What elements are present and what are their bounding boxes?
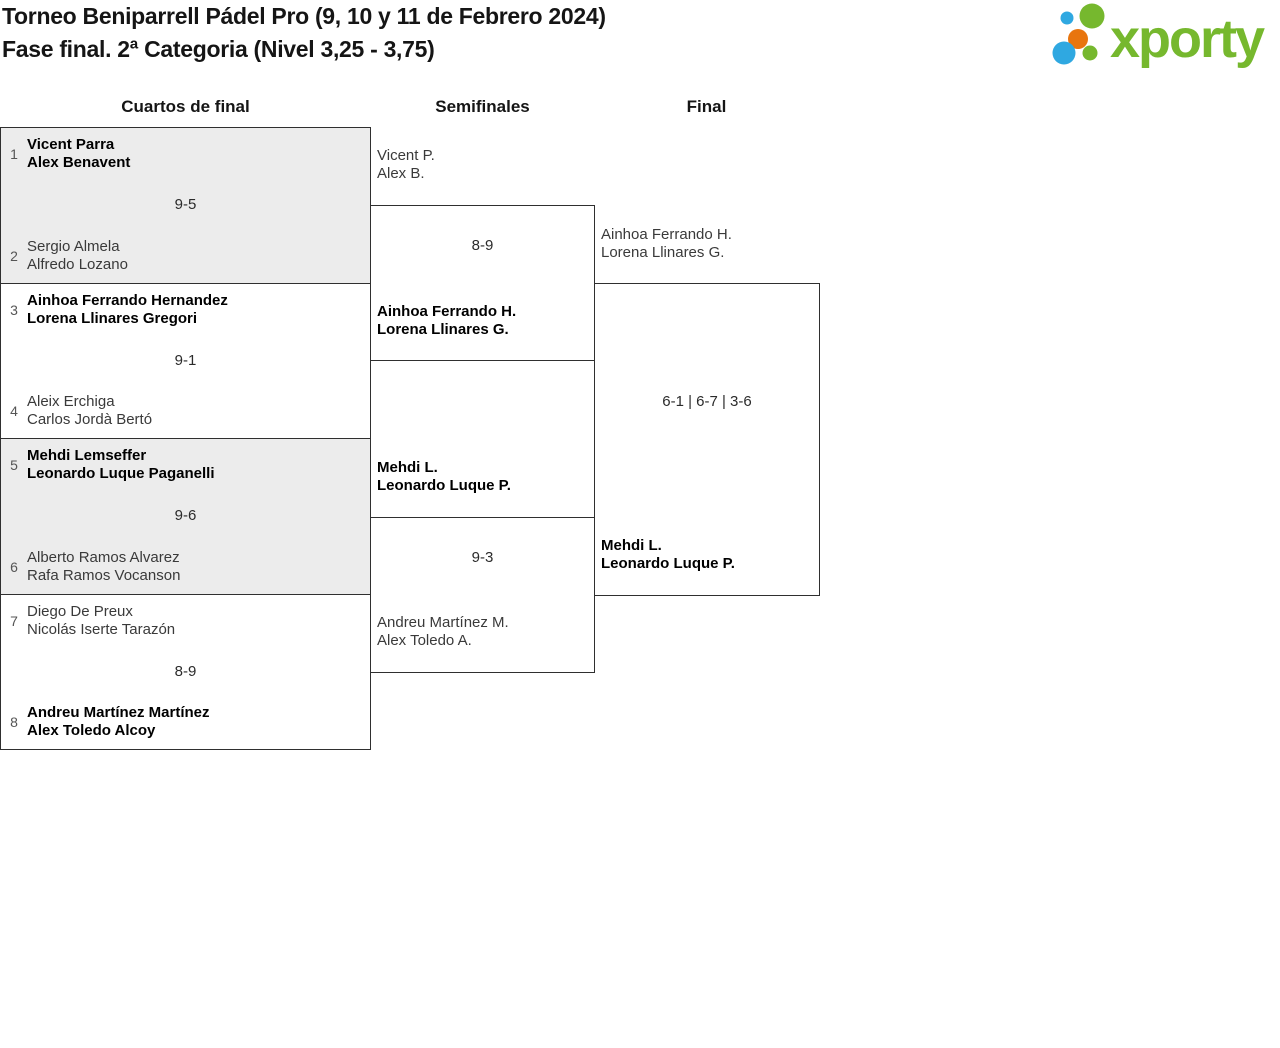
seed-number: 4 [10, 403, 18, 419]
player-name: Alex Toledo A. [377, 632, 472, 649]
player-name: Alex Toledo Alcoy [27, 722, 156, 739]
player-name: Carlos Jordà Bertó [27, 411, 153, 428]
seed-number: 2 [10, 247, 18, 264]
team-names: Alberto Ramos Alvarez Rafa Ramos Vocanso… [27, 549, 180, 585]
player-name: Ainhoa Ferrando Hernandez [27, 291, 228, 309]
team-row: 2 Sergio Almela Alfredo Lozano [1, 238, 370, 274]
player-name: Ainhoa Ferrando H. [377, 303, 517, 320]
player-name: Vicent P. [377, 147, 435, 164]
match-score: 9-5 [174, 196, 197, 214]
seed-number: 8 [10, 714, 18, 730]
player-name: Leonardo Luque Paganelli [27, 465, 215, 482]
player-name: Andreu Martínez M. [377, 614, 509, 631]
match-score: 8-9 [471, 237, 494, 254]
column-header-cuartos-de-final: Cuartos de final [121, 97, 250, 116]
xporty-logo-dots-icon [1052, 3, 1105, 65]
player-name: Mehdi Lemseffer [27, 447, 147, 464]
qf-match-3: 5 Mehdi Lemseffer Leonardo Luque Paganel… [1, 439, 370, 595]
player-name: Leonardo Luque P. [601, 555, 735, 572]
xporty-logo[interactable]: xporty [1048, 2, 1265, 69]
player-name: Lorena Llinares G. [601, 244, 725, 261]
match-score: 8-9 [174, 662, 197, 680]
seed-number: 6 [10, 558, 18, 575]
column-header-final: Final [686, 97, 727, 116]
team-names: Andreu Martínez Martínez Alex Toledo Alc… [27, 704, 210, 740]
team-row: 4 Aleix Erchiga Carlos Jordà Bertó [1, 393, 370, 429]
team-row: 5 Mehdi Lemseffer Leonardo Luque Paganel… [1, 447, 370, 483]
team-names: Andreu Martínez M. Alex Toledo A. [377, 614, 509, 650]
team-names: Ainhoa Ferrando Hernandez Lorena Llinare… [27, 292, 228, 328]
player-name: Lorena Llinares Gregori [27, 309, 198, 327]
team-names: Diego De Preux Nicolás Iserte Tarazón [27, 603, 175, 639]
seed-number: 1 [10, 146, 18, 162]
player-name: Alberto Ramos Alvarez [27, 548, 180, 566]
qf-match-2: 3 Ainhoa Ferrando Hernandez Lorena Llina… [1, 283, 370, 439]
player-name: Lorena Llinares G. [377, 321, 509, 338]
player-name: Ainhoa Ferrando H. [601, 226, 732, 243]
final-match-box [594, 283, 820, 596]
player-name: Mehdi L. [601, 537, 662, 554]
qf-match-1: 1 Vicent Parra Alex Benavent 9-5 2 Sergi… [1, 128, 370, 284]
team-row: 6 Alberto Ramos Alvarez Rafa Ramos Vocan… [1, 549, 370, 585]
column-header-semifinales: Semifinales [435, 97, 530, 116]
match-score: 9-6 [174, 507, 197, 525]
team-names: Mehdi Lemseffer Leonardo Luque Paganelli [27, 447, 215, 483]
player-name: Rafa Ramos Vocanson [27, 566, 181, 584]
player-name: Alex Benavent [27, 154, 131, 171]
seed-number: 5 [10, 457, 18, 473]
tournament-title: Torneo Beniparrell Pádel Pro (9, 10 y 11… [2, 3, 606, 29]
seed-number: 7 [10, 612, 18, 629]
team-row: 8 Andreu Martínez Martínez Alex Toledo A… [1, 704, 370, 740]
player-name: Andreu Martínez Martínez [27, 704, 210, 721]
team-row: 3 Ainhoa Ferrando Hernandez Lorena Llina… [1, 292, 370, 328]
player-name: Leonardo Luque P. [377, 477, 511, 494]
player-name: Nicolás Iserte Tarazón [27, 620, 176, 638]
player-name: Alfredo Lozano [27, 255, 128, 273]
player-name: Mehdi L. [377, 459, 438, 476]
player-name: Vicent Parra [27, 136, 115, 153]
player-name: Aleix Erchiga [27, 393, 115, 410]
team-names: Vicent P. Alex B. [377, 147, 435, 183]
team-names: Mehdi L. Leonardo Luque P. [377, 459, 511, 495]
player-name: Alex B. [377, 165, 425, 182]
xporty-logo-text: xporty [1110, 9, 1265, 69]
team-names: Ainhoa Ferrando H. Lorena Llinares G. [377, 303, 516, 339]
team-names: Ainhoa Ferrando H. Lorena Llinares G. [601, 226, 732, 262]
qf-match-4: 7 Diego De Preux Nicolás Iserte Tarazón … [1, 594, 370, 749]
team-names: Aleix Erchiga Carlos Jordà Bertó [27, 393, 152, 429]
team-names: Sergio Almela Alfredo Lozano [27, 238, 128, 274]
match-score: 9-1 [174, 351, 197, 369]
player-name: Sergio Almela [27, 237, 120, 255]
tournament-subtitle: Fase final. 2ª Categoria (Nivel 3,25 - 3… [2, 36, 435, 62]
match-score: 6-1 | 6-7 | 3-6 [662, 393, 752, 410]
player-name: Diego De Preux [27, 602, 133, 620]
team-names: Vicent Parra Alex Benavent [27, 136, 130, 172]
team-row: 1 Vicent Parra Alex Benavent [1, 136, 370, 172]
match-score: 9-3 [471, 549, 494, 566]
quarterfinals-column: 1 Vicent Parra Alex Benavent 9-5 2 Sergi… [0, 127, 371, 750]
team-row: 7 Diego De Preux Nicolás Iserte Tarazón [1, 603, 370, 639]
seed-number: 3 [10, 301, 18, 318]
team-names: Mehdi L. Leonardo Luque P. [601, 537, 735, 573]
